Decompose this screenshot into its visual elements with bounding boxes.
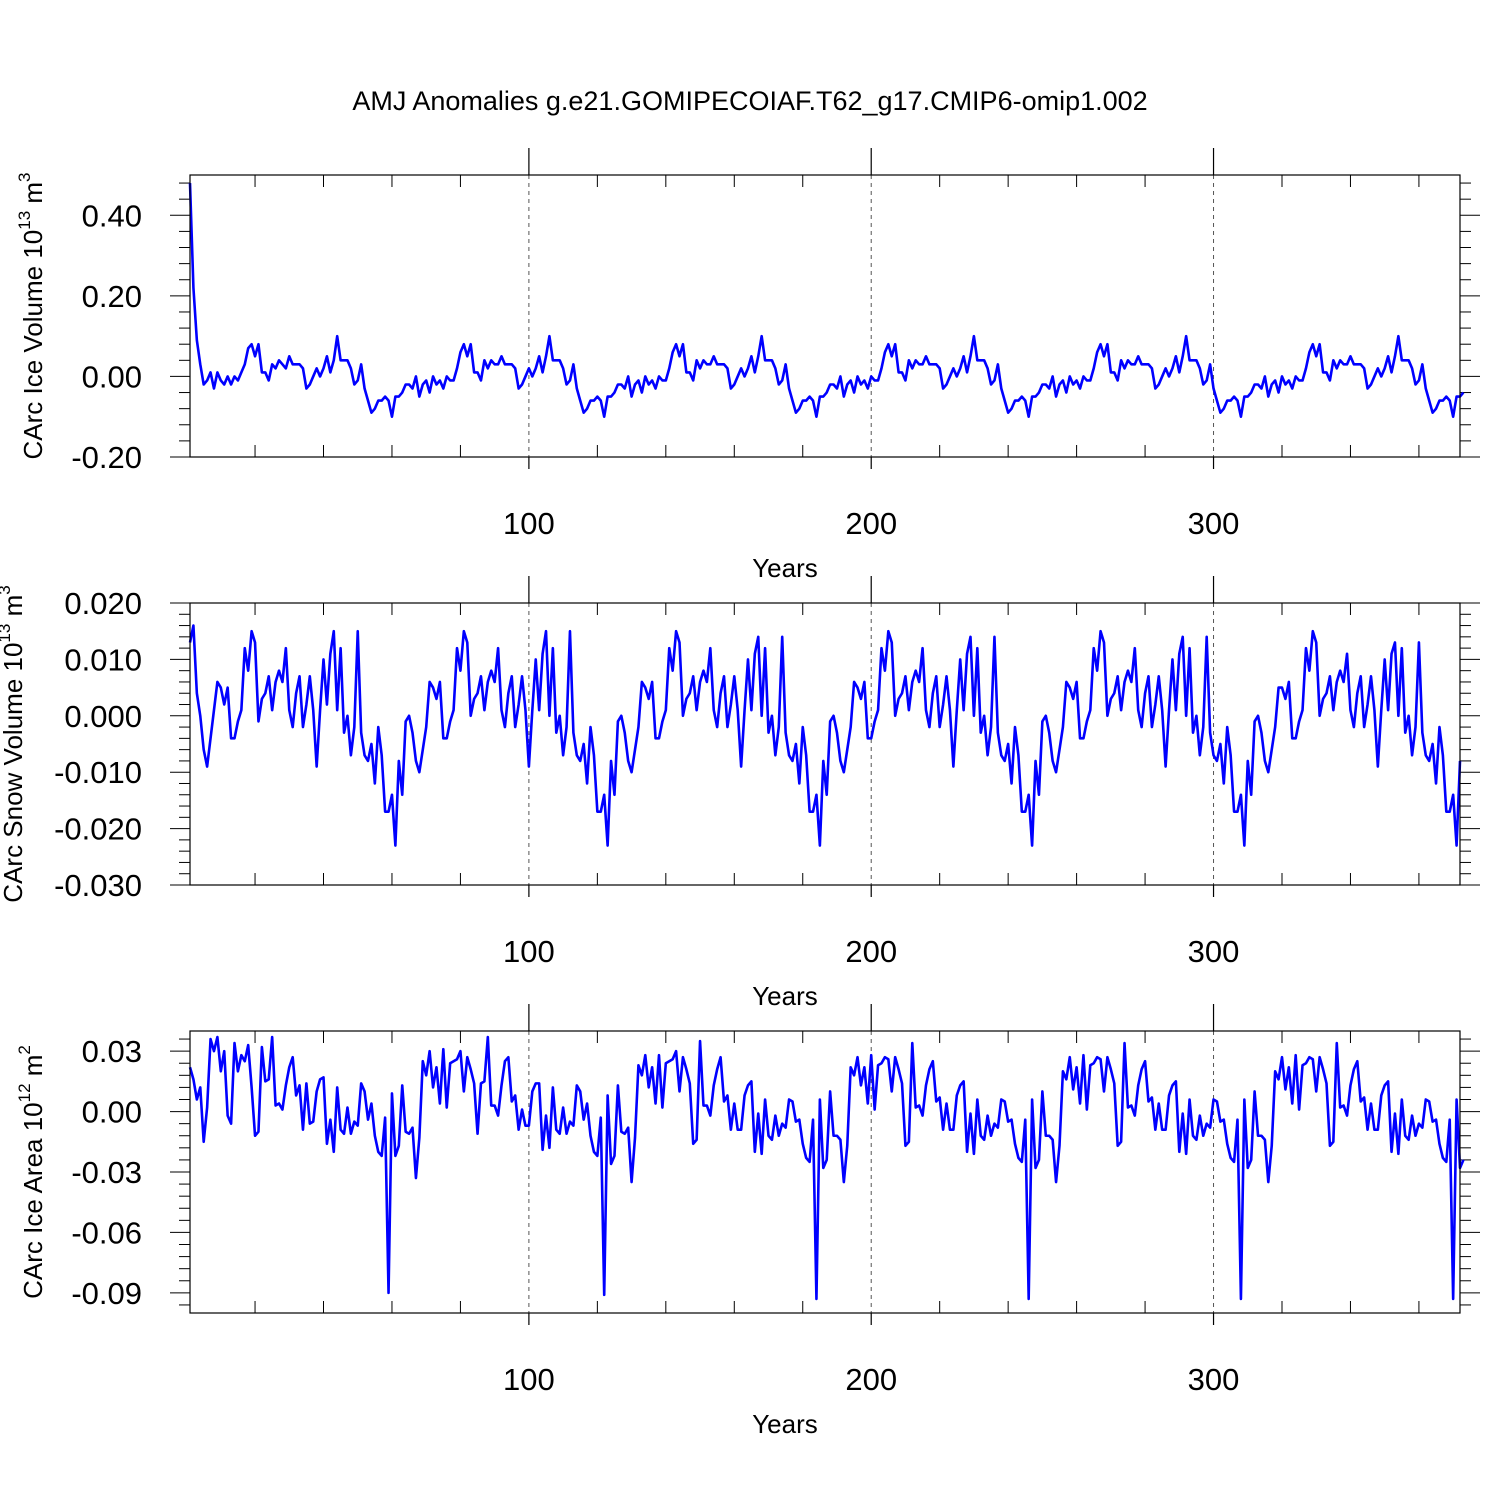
y-axis-title-part: 13 bbox=[0, 624, 14, 643]
plot-frame bbox=[189, 174, 1461, 458]
y-axis-title-part: CArc Ice Volume 10 bbox=[18, 230, 48, 460]
y-axis-title-part: m bbox=[18, 1055, 48, 1084]
panel-3: 100 200 300 0.03 0.00 -0.03 -0.06 -0.09 Years CAr… bbox=[15, 1004, 1480, 1439]
series-line bbox=[188, 624, 1462, 847]
panels: 100 200 300 0.40 0.20 0.00 -0.20 Years CArc Ice … bbox=[0, 148, 1480, 1439]
y-axis-title-part: 12 bbox=[15, 1083, 34, 1102]
x-tick-label: 200 bbox=[845, 1362, 897, 1397]
y-axis-title-part: CArc Ice Area 10 bbox=[18, 1102, 48, 1299]
panel-1: 100 200 300 0.40 0.20 0.00 -0.20 Years CArc Ice … bbox=[15, 148, 1480, 583]
y-tick-label: -0.09 bbox=[71, 1276, 142, 1311]
y-axis-title-part: CArc Snow Volume 10 bbox=[0, 643, 28, 903]
y-axis-title: CArc Snow Volume 1013 m3 bbox=[0, 585, 28, 902]
y-tick-label: 0.03 bbox=[82, 1034, 142, 1069]
y-tick-label: 0.40 bbox=[82, 198, 142, 233]
y-axis-title-part: 3 bbox=[0, 585, 14, 594]
y-tick-label: 0.20 bbox=[82, 279, 142, 314]
x-tick-label: 200 bbox=[845, 934, 897, 969]
x-tick-label: 200 bbox=[845, 506, 897, 541]
x-axis-title: Years bbox=[752, 1409, 818, 1439]
x-tick-label: 300 bbox=[1188, 1362, 1240, 1397]
y-axis-title: CArc Ice Area 1012 m2 bbox=[15, 1045, 48, 1299]
y-tick-label: -0.030 bbox=[54, 868, 142, 903]
series-line bbox=[188, 1035, 1465, 1301]
y-axis-title-part: 3 bbox=[15, 172, 34, 181]
y-tick-label: -0.03 bbox=[71, 1155, 142, 1190]
x-axis-title: Years bbox=[752, 553, 818, 583]
x-tick-label: 100 bbox=[503, 1362, 555, 1397]
y-tick-label: -0.020 bbox=[54, 812, 142, 847]
x-tick-label: 300 bbox=[1188, 934, 1240, 969]
y-axis-title-part: m bbox=[0, 595, 28, 624]
y-tick-label: 0.010 bbox=[64, 642, 142, 677]
y-tick-label: -0.20 bbox=[71, 440, 142, 475]
panel-2: 100 200 300 0.020 0.010 0.000 -0.010 -0.020 -0.0… bbox=[0, 576, 1480, 1011]
y-axis-title-part: 13 bbox=[15, 211, 34, 230]
y-tick-label: 0.00 bbox=[82, 1095, 142, 1130]
x-axis-title: Years bbox=[752, 981, 818, 1011]
y-tick-label: 0.020 bbox=[64, 586, 142, 621]
x-tick-label: 100 bbox=[503, 934, 555, 969]
plot-frame bbox=[189, 602, 1461, 886]
y-tick-label: 0.00 bbox=[82, 359, 142, 394]
x-tick-label: 300 bbox=[1188, 506, 1240, 541]
series-line bbox=[188, 183, 1465, 419]
y-tick-label: -0.010 bbox=[54, 755, 142, 790]
y-axis-title: CArc Ice Volume 1013 m3 bbox=[15, 172, 48, 459]
y-tick-label: -0.06 bbox=[71, 1215, 142, 1250]
y-tick-label: 0.000 bbox=[64, 699, 142, 734]
y-axis-title-part: 2 bbox=[15, 1045, 34, 1054]
x-tick-label: 100 bbox=[503, 506, 555, 541]
plot-frame bbox=[189, 1030, 1461, 1314]
figure-title: AMJ Anomalies g.e21.GOMIPECOIAF.T62_g17.… bbox=[352, 86, 1147, 116]
y-axis-title-part: m bbox=[18, 182, 48, 211]
